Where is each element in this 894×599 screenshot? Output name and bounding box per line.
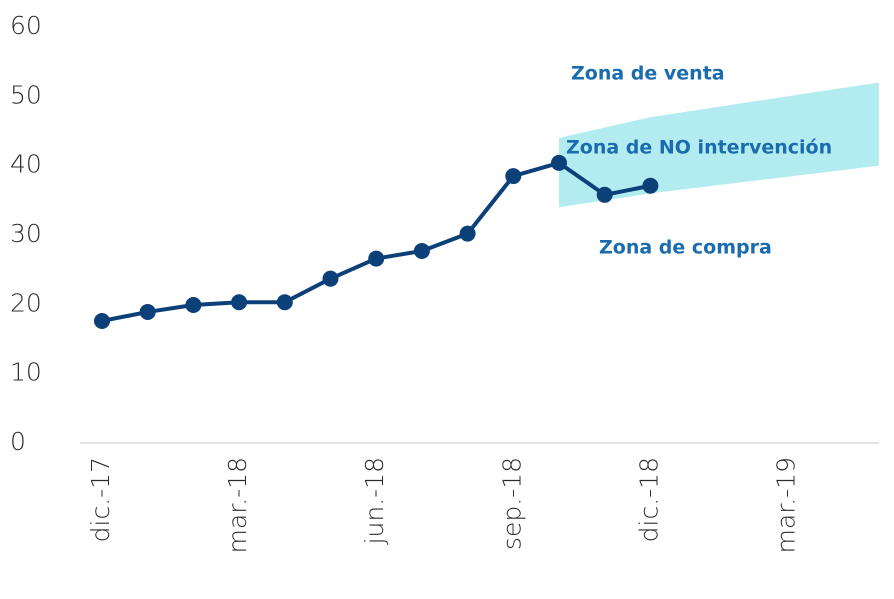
y-tick-label: 30 — [10, 219, 42, 248]
point — [413, 242, 430, 259]
y-tick-label: 40 — [10, 150, 42, 179]
point — [322, 270, 339, 287]
point — [185, 297, 202, 314]
y-tick-label: 10 — [10, 358, 42, 387]
point — [459, 225, 476, 242]
x-tick-label: jun.-18 — [360, 457, 389, 545]
y-tick-label: 50 — [10, 80, 42, 109]
point — [505, 168, 522, 185]
point — [231, 294, 248, 311]
annotation: Zona de venta — [571, 63, 725, 85]
x-tick-label: dic.-17 — [86, 457, 115, 542]
point — [368, 250, 385, 267]
band-area — [559, 82, 879, 208]
annotation: Zona de compra — [599, 237, 772, 259]
x-tick-label: sep.-18 — [497, 457, 526, 550]
point — [139, 303, 156, 320]
x-tick-label: mar.-18 — [223, 457, 252, 553]
point — [596, 186, 613, 203]
y-tick-label: 0 — [10, 427, 26, 456]
point — [642, 177, 659, 194]
annotation: Zona de NO intervención — [566, 137, 832, 159]
point — [276, 294, 293, 311]
x-tick-label: mar.-19 — [772, 457, 801, 553]
y-tick-label: 20 — [10, 288, 42, 317]
x-tick-label: dic.-18 — [634, 457, 663, 542]
y-tick-label: 60 — [10, 11, 42, 40]
point — [94, 312, 110, 329]
point — [551, 154, 567, 171]
